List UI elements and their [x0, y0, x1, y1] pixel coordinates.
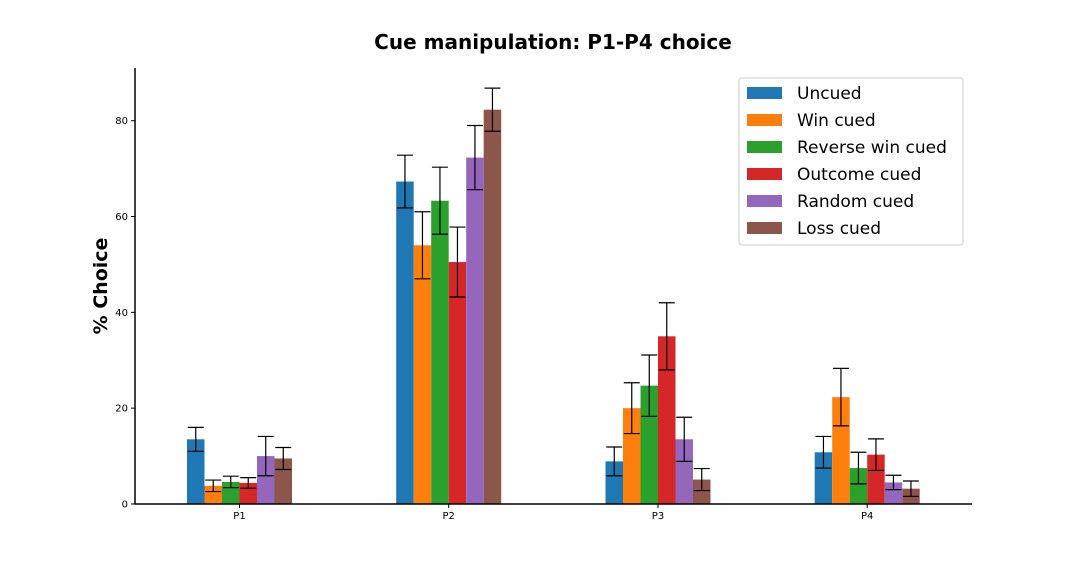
legend-swatch — [747, 168, 782, 180]
legend-label: Reverse win cued — [797, 138, 947, 158]
y-tick-label: 20 — [115, 404, 128, 415]
bar-uncued-p2 — [396, 181, 414, 505]
error-bars-layer — [187, 87, 919, 497]
y-tick-label: 80 — [115, 116, 128, 127]
bar-uncued-p1 — [187, 439, 205, 504]
error-bar-loss-cued-p4 — [902, 480, 919, 497]
error-bar-random-cued-p1 — [257, 435, 274, 477]
bar-random-cued-p3 — [675, 439, 693, 504]
legend-label: Win cued — [797, 111, 876, 131]
error-bar-outcome-cued-p1 — [240, 477, 257, 489]
bar-random-cued-p2 — [466, 157, 484, 504]
legend-label: Outcome cued — [797, 165, 921, 185]
y-tick-label: 60 — [115, 212, 128, 223]
bar-random-cued-p1 — [257, 456, 275, 504]
y-tick-label: 40 — [115, 308, 128, 319]
error-bar-uncued-p3 — [606, 446, 623, 477]
bar-random-cued-p4 — [884, 482, 903, 504]
legend-swatch — [747, 87, 782, 99]
legend-label: Uncued — [797, 84, 862, 104]
legend-swatch — [747, 114, 782, 126]
axes: 0 20 40 60 80 P1 P2 P3 P4 — [115, 68, 972, 522]
error-bar-reverse-win-cued-p1 — [222, 475, 239, 489]
bar-loss-cued-p2 — [483, 109, 502, 504]
error-bar-loss-cued-p2 — [484, 87, 501, 132]
legend-label: Loss cued — [797, 219, 881, 239]
chart-title: Cue manipulation: P1-P4 choice — [374, 30, 732, 54]
x-tick-label-p3: P3 — [652, 511, 664, 522]
bar-uncued-p3 — [605, 461, 623, 504]
bar-win-cued-p1 — [204, 485, 222, 504]
error-bar-reverse-win-cued-p4 — [850, 451, 867, 485]
y-tick-label: 0 — [122, 500, 128, 511]
x-tick-label-p4: P4 — [861, 511, 873, 522]
error-bar-win-cued-p2 — [414, 211, 431, 280]
legend-label: Random cued — [797, 192, 914, 212]
legend-item-outcome-cued: Outcome cued — [747, 165, 921, 185]
error-bar-outcome-cued-p4 — [867, 438, 884, 472]
error-bar-loss-cued-p3 — [693, 467, 710, 492]
error-bar-reverse-win-cued-p3 — [641, 354, 658, 417]
legend-item-uncued: Uncued — [747, 84, 862, 104]
legend-item-win-cued: Win cued — [747, 111, 876, 131]
error-bar-random-cued-p3 — [676, 416, 693, 462]
legend-box — [738, 77, 964, 246]
bar-loss-cued-p3 — [693, 479, 711, 504]
legend-swatch — [747, 141, 782, 153]
error-bar-uncued-p1 — [187, 426, 204, 452]
legend-item-random-cued: Random cued — [747, 192, 914, 212]
bar-win-cued-p3 — [623, 408, 641, 504]
legend-item-loss-cued: Loss cued — [747, 219, 881, 239]
bar-reverse-win-cued-p2 — [431, 200, 449, 504]
error-bar-random-cued-p2 — [466, 124, 483, 191]
bar-outcome-cued-p2 — [448, 262, 467, 504]
legend-item-reverse-win-cued: Reverse win cued — [747, 138, 947, 158]
error-bar-uncued-p2 — [396, 154, 413, 209]
bar-reverse-win-cued-p3 — [640, 385, 658, 504]
bar-uncued-p4 — [814, 452, 833, 504]
legend: Uncued Win cued Reverse win cued Outcome cu… — [738, 77, 964, 246]
error-bar-win-cued-p1 — [205, 479, 222, 493]
bar-win-cued-p4 — [832, 397, 850, 504]
error-bar-win-cued-p3 — [623, 382, 640, 435]
bars-layer — [187, 109, 920, 505]
x-tick-label-p2: P2 — [442, 511, 454, 522]
error-bar-loss-cued-p1 — [275, 446, 292, 471]
x-tick-label-p1: P1 — [233, 511, 245, 522]
legend-swatch — [747, 222, 782, 234]
error-bar-reverse-win-cued-p2 — [431, 166, 448, 235]
bar-reverse-win-cued-p4 — [849, 468, 868, 504]
bar-outcome-cued-p4 — [867, 454, 885, 504]
error-bar-win-cued-p4 — [832, 367, 849, 427]
legend-swatch — [747, 195, 782, 207]
error-bar-uncued-p4 — [815, 435, 832, 469]
error-bar-outcome-cued-p3 — [658, 302, 675, 371]
bar-win-cued-p2 — [413, 245, 432, 504]
error-bar-random-cued-p4 — [885, 474, 902, 491]
bar-outcome-cued-p3 — [658, 336, 676, 504]
y-axis-label: % Choice — [90, 238, 112, 335]
error-bar-outcome-cued-p2 — [449, 226, 466, 298]
